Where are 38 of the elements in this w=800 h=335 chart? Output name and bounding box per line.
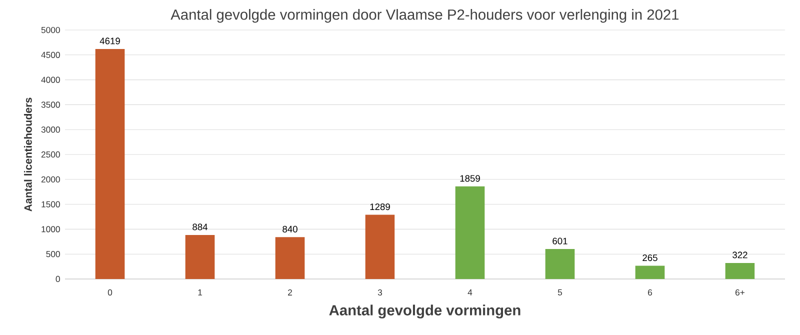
bar xyxy=(455,186,485,279)
y-tick-label: 2000 xyxy=(41,176,60,182)
bar xyxy=(725,262,755,279)
bar xyxy=(275,237,305,279)
y-tick-label: 0 xyxy=(56,276,60,282)
x-tick-label: 0 xyxy=(108,289,112,296)
y-tick-label: 500 xyxy=(46,251,60,258)
data-label: 1289 xyxy=(370,203,390,210)
y-tick-label: 3000 xyxy=(41,126,60,133)
x-tick-label: 2 xyxy=(288,289,292,296)
y-axis-title: Aantal licentiehouders xyxy=(24,98,32,212)
x-tick-label: 4 xyxy=(468,289,472,296)
chart-title: Aantal gevolgde vormingen door Vlaamse P2-houders voor verlenging in 2021 xyxy=(170,9,679,23)
y-tick-label: 4500 xyxy=(41,52,60,58)
x-axis-title: Aantal gevolgde vormingen xyxy=(329,304,520,318)
x-tick-label: 5 xyxy=(558,289,562,296)
y-tick-label: 5000 xyxy=(41,26,60,34)
bar xyxy=(95,48,125,279)
x-tick-label: 6 xyxy=(648,289,652,296)
x-tick-label: 1 xyxy=(198,289,202,296)
y-tick-label: 1500 xyxy=(42,201,60,208)
y-tick-label: 4000 xyxy=(41,76,60,83)
bar xyxy=(185,234,215,279)
data-label: 1859 xyxy=(460,175,480,182)
y-tick-label: 2500 xyxy=(41,151,60,158)
data-label: 601 xyxy=(552,238,568,244)
y-tick-label: 3500 xyxy=(41,102,60,108)
data-label: 840 xyxy=(282,226,298,232)
bar xyxy=(545,249,575,279)
x-tick-label: 6+ xyxy=(735,289,744,296)
bar xyxy=(635,266,665,279)
data-label: 4619 xyxy=(100,38,120,44)
data-label: 265 xyxy=(642,254,658,262)
data-label: 322 xyxy=(732,252,748,258)
bar xyxy=(365,214,395,279)
y-tick-label: 1000 xyxy=(42,226,60,232)
data-label: 884 xyxy=(192,224,208,230)
x-tick-label: 3 xyxy=(378,289,382,296)
